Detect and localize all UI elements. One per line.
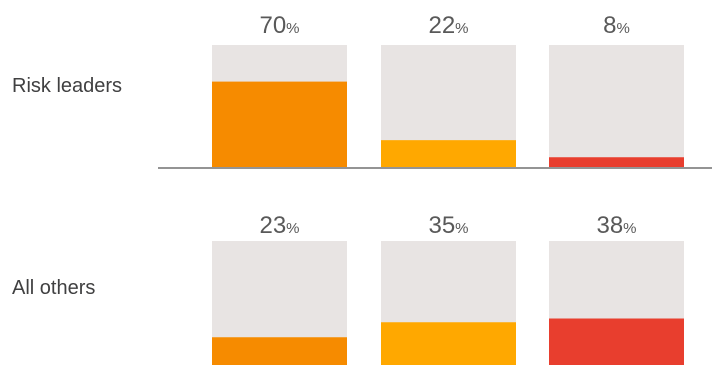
row-label-all-others: All others xyxy=(12,277,95,299)
value-label: 70% xyxy=(259,12,299,39)
bar xyxy=(212,337,347,365)
value-label: 22% xyxy=(428,12,468,39)
row-all-others: All others 23% 35% 38% xyxy=(12,212,684,365)
value-label: 35% xyxy=(428,212,468,239)
value-number: 38 xyxy=(596,212,623,239)
bar-track xyxy=(549,45,684,167)
bar xyxy=(549,318,684,365)
value-number: 22 xyxy=(428,12,455,39)
value-label: 23% xyxy=(259,212,299,239)
percent-sign: % xyxy=(286,220,299,237)
bar xyxy=(381,140,516,167)
row-label-risk-leaders: Risk leaders xyxy=(12,75,122,97)
value-number: 35 xyxy=(428,212,455,239)
percent-sign: % xyxy=(617,20,630,37)
value-label: 8% xyxy=(603,12,630,39)
value-number: 8 xyxy=(603,12,616,39)
percent-sign: % xyxy=(455,20,468,37)
bar xyxy=(381,322,516,365)
value-number: 23 xyxy=(259,212,286,239)
value-number: 70 xyxy=(259,12,286,39)
percent-sign: % xyxy=(623,220,636,237)
percent-sign: % xyxy=(455,220,468,237)
bar xyxy=(549,157,684,167)
row-risk-leaders: Risk leaders 70% 22% 8% xyxy=(12,12,684,167)
bar xyxy=(212,81,347,167)
value-label: 38% xyxy=(596,212,636,239)
percent-sign: % xyxy=(286,20,299,37)
